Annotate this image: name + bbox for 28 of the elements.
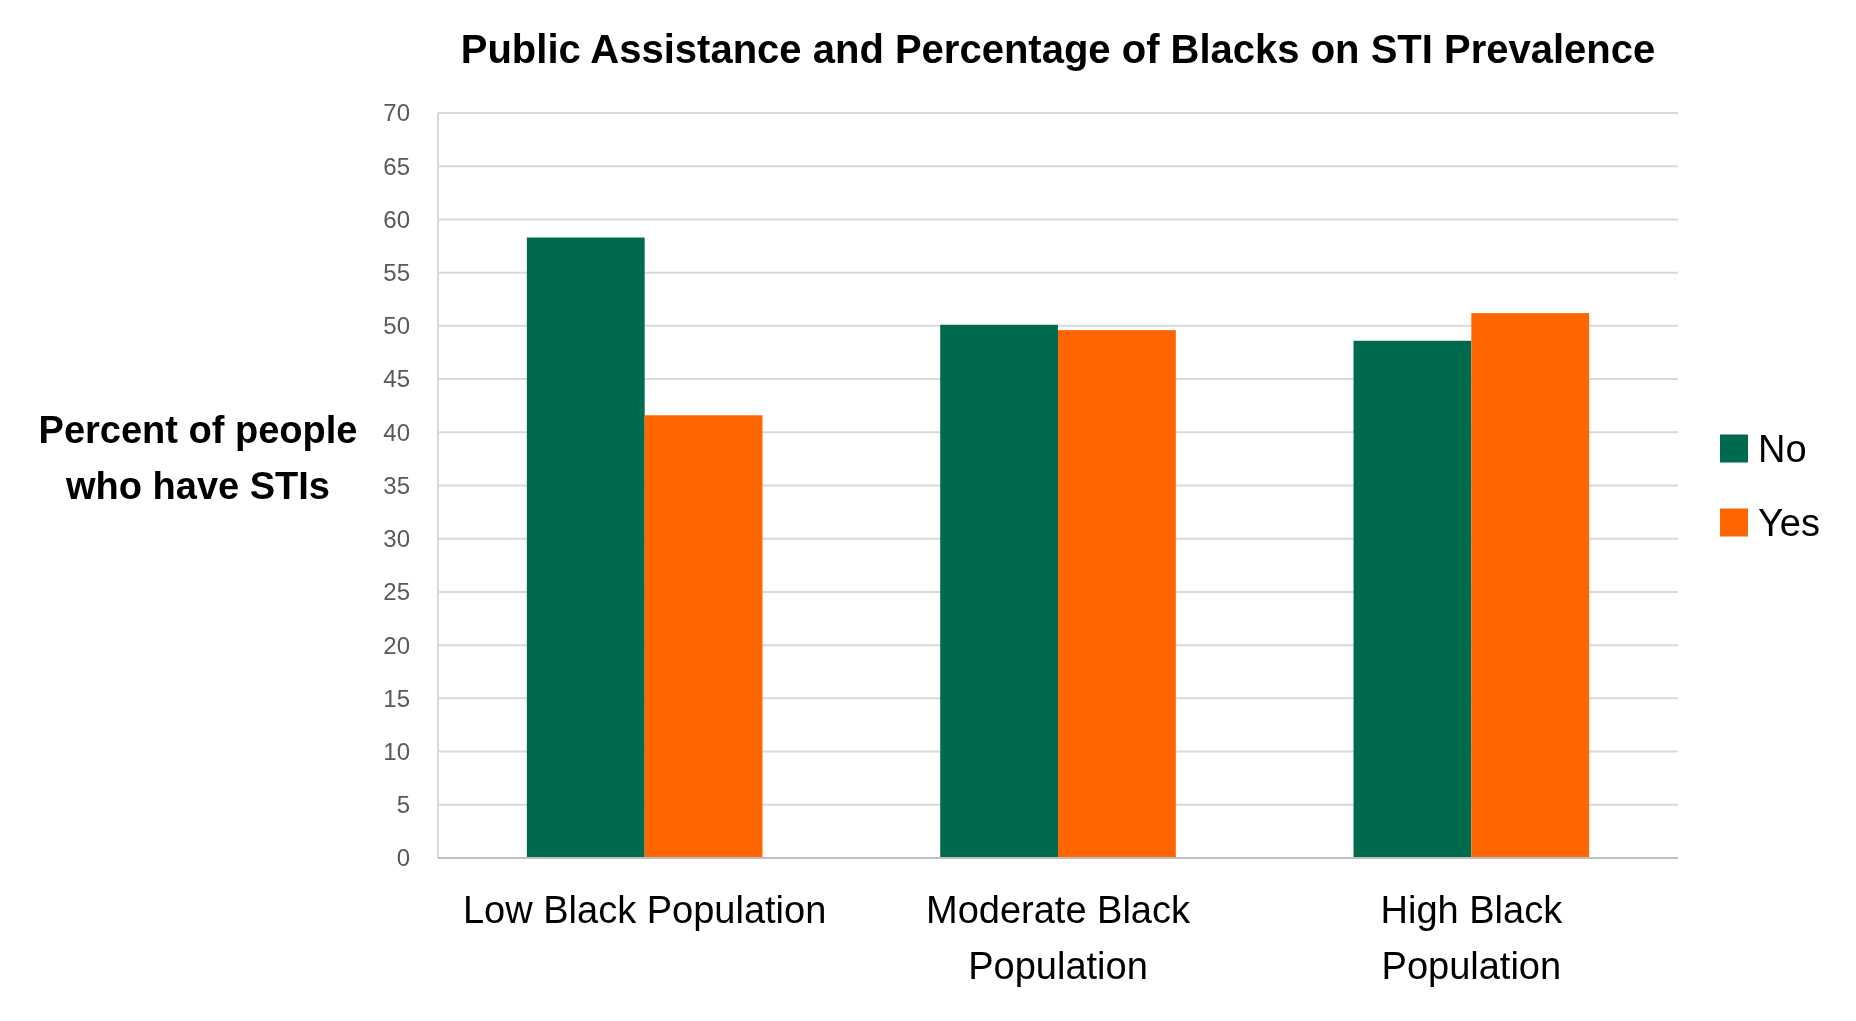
y-tick-label: 20 (383, 631, 410, 659)
y-tick-label: 5 (396, 791, 410, 819)
y-tick-label: 60 (383, 205, 410, 233)
y-tick-label: 45 (383, 365, 410, 393)
y-tick-label: 65 (383, 152, 410, 180)
x-tick-label: High Black Population (1380, 889, 1564, 987)
y-tick-label: 25 (383, 578, 410, 606)
chart-title: Public Assistance and Percentage of Blacks on STI Prevalence (460, 27, 1656, 71)
y-tick-label: 50 (383, 312, 410, 340)
y-tick-label: 55 (383, 259, 410, 287)
legend-label: Yes (1758, 502, 1820, 545)
y-tick-label: 70 (383, 99, 410, 127)
y-tick-label: 40 (383, 418, 410, 446)
y-tick-label: 10 (383, 737, 410, 765)
y-tick-label: 0 (396, 844, 410, 872)
y-tick-label: 15 (383, 684, 410, 712)
y-tick-label: 35 (383, 471, 410, 499)
bar (1471, 313, 1590, 858)
y-axis-title: Percent of people who have STIs (38, 409, 358, 508)
x-tick-label: Moderate Black Population (925, 889, 1192, 987)
bar (526, 237, 645, 858)
bar (1058, 330, 1176, 858)
legend-label: No (1758, 428, 1807, 471)
x-tick-label: Low Black Population (462, 889, 827, 931)
bar (940, 324, 1058, 858)
y-tick-label: 30 (383, 525, 410, 553)
bar (644, 415, 763, 858)
bar (1353, 340, 1472, 858)
